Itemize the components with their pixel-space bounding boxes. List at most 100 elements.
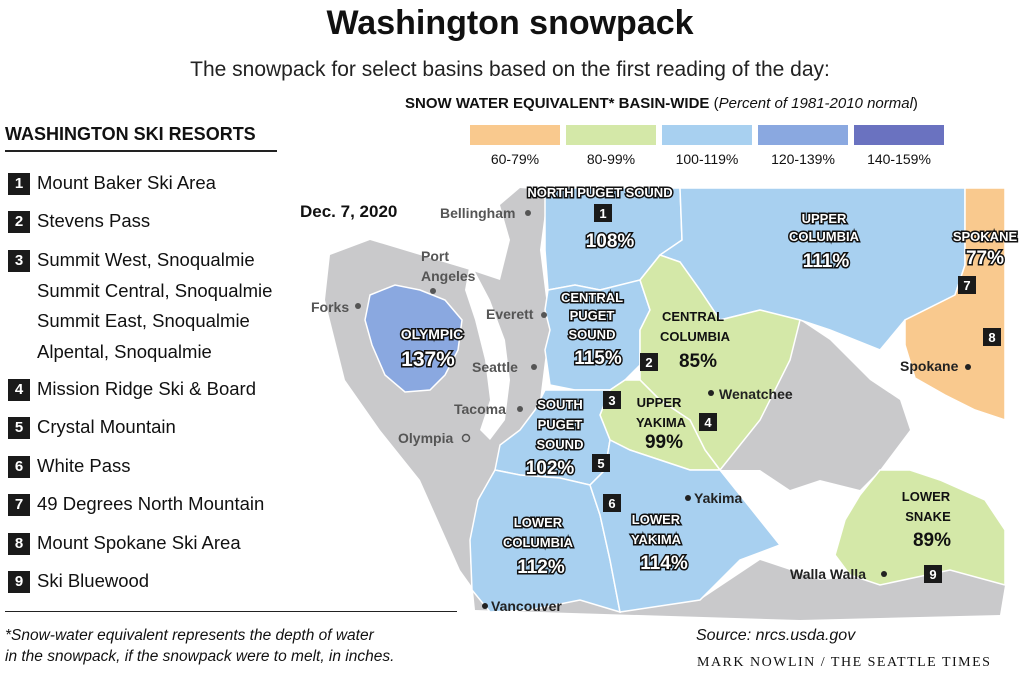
basin-name: LOWER xyxy=(514,515,563,530)
basin-percent: 137% xyxy=(401,348,455,371)
resort-number-badge: 9 xyxy=(8,571,30,593)
city-olympia: Olympia xyxy=(398,430,471,446)
resort-item-3: 3 Summit West, Snoqualmie Summit Central,… xyxy=(8,245,272,367)
basin-percent: 111% xyxy=(803,251,850,272)
city-yakima: Yakima xyxy=(685,490,742,506)
city-marker xyxy=(482,603,488,609)
basin-lower-yakima xyxy=(589,438,782,613)
city-marker xyxy=(531,364,537,370)
resort-marker-6: 6 xyxy=(603,494,621,512)
legend-title-open: ( xyxy=(709,95,719,112)
city-marker xyxy=(965,364,971,370)
legend-label-120-139: 120-139% xyxy=(771,151,835,167)
basin-name: SOUND xyxy=(537,437,584,452)
resorts-divider xyxy=(5,150,277,152)
resort-number-badge: 2 xyxy=(8,211,30,233)
basin-olympic xyxy=(364,284,463,393)
basin-name: COLUMBIA xyxy=(789,229,860,244)
basin-lower-snake xyxy=(834,469,1006,586)
credit-line: MARK NOWLIN / THE SEATTLE TIMES xyxy=(697,655,992,670)
resort-marker-3: 3 xyxy=(603,391,621,409)
basin-percent: 77% xyxy=(966,248,1004,269)
city-marker xyxy=(708,390,714,396)
city-label: Wenatchee xyxy=(719,386,793,402)
resort-item-5: 5 Crystal Mountain xyxy=(8,412,176,443)
basin-percent: 115% xyxy=(574,348,622,369)
city-label: Forks xyxy=(311,299,349,315)
resort-item-4: 4 Mission Ridge Ski & Board xyxy=(8,374,256,405)
svg-text:4: 4 xyxy=(704,415,712,430)
resorts-heading: WASHINGTON SKI RESORTS xyxy=(5,124,256,144)
resort-name: Summit East, Snoqualmie xyxy=(37,310,250,331)
resort-item-9: 9 Ski Bluewood xyxy=(8,566,149,597)
basin-percent: 89% xyxy=(913,530,951,551)
legend-title-note: Percent of 1981-2010 normal xyxy=(718,95,913,112)
label-olympic: OLYMPIC 137% xyxy=(399,325,465,373)
resort-item-7: 7 49 Degrees North Mountain xyxy=(8,489,264,520)
city-port-angeles: Port Angeles xyxy=(421,248,476,294)
footnote: *Snow-water equivalent represents the de… xyxy=(5,625,475,667)
city-label: Seattle xyxy=(472,359,518,375)
city-label: Angeles xyxy=(421,268,476,284)
basin-name: SOUTH xyxy=(537,397,583,412)
basin-name: YAKIMA xyxy=(631,532,682,547)
resort-name: White Pass xyxy=(37,455,131,476)
basin-percent: 108% xyxy=(586,231,635,252)
legend-title-main: SNOW WATER EQUIVALENT* BASIN-WIDE xyxy=(405,95,710,112)
basin-name: CENTRAL xyxy=(662,309,724,324)
basin-name: COLUMBIA xyxy=(660,329,731,344)
resort-number-badge: 6 xyxy=(8,456,30,478)
city-seattle: Seattle xyxy=(472,359,537,375)
label-lower-yakima: LOWER YAKIMA 114% xyxy=(629,511,689,576)
basin-name: SPOKANE xyxy=(953,229,1018,244)
svg-text:6: 6 xyxy=(608,496,615,511)
label-north-puget-sound: NORTH PUGET SOUND 108% xyxy=(526,184,674,254)
resort-marker-5: 5 xyxy=(592,454,610,472)
page-title: Washington snowpack xyxy=(326,4,694,42)
puget-sound-water xyxy=(465,262,510,440)
svg-text:9: 9 xyxy=(929,567,936,582)
basin-name: COLUMBIA xyxy=(503,535,574,550)
svg-text:3: 3 xyxy=(608,393,615,408)
city-marker xyxy=(517,406,523,412)
resort-marker-9: 9 xyxy=(924,565,942,583)
legend-label-80-99: 80-99% xyxy=(586,151,636,167)
city-marker xyxy=(355,303,361,309)
state-land-mass xyxy=(325,188,1005,620)
city-marker xyxy=(525,210,531,216)
basin-name: OLYMPIC xyxy=(401,326,464,342)
basin-percent: 114% xyxy=(640,553,688,574)
resort-item-6: 6 White Pass xyxy=(8,451,131,482)
basin-percent: 102% xyxy=(526,458,575,479)
city-forks: Forks xyxy=(311,299,361,315)
basin-name: CENTRAL xyxy=(561,290,623,305)
legend-swatch-80-99 xyxy=(566,125,656,145)
svg-text:2: 2 xyxy=(645,355,652,370)
page-subtitle: The snowpack for select basins based on … xyxy=(190,58,830,81)
city-label: Tacoma xyxy=(454,401,506,417)
central-columbia-grey xyxy=(720,320,910,490)
label-upper-columbia: UPPER COLUMBIA 111% xyxy=(787,210,861,274)
reading-date: Dec. 7, 2020 xyxy=(300,202,397,221)
basin-name: UPPER xyxy=(637,395,682,410)
city-tacoma: Tacoma xyxy=(454,401,523,417)
basin-percent: 99% xyxy=(645,432,683,453)
city-label: Yakima xyxy=(694,490,742,506)
legend-swatch-60-79 xyxy=(470,125,560,145)
resort-marker-2: 2 xyxy=(640,353,658,371)
label-central-puget-sound: CENTRAL PUGET SOUND 115% xyxy=(559,289,624,371)
basin-name: LOWER xyxy=(632,512,681,527)
city-walla-walla: Walla Walla xyxy=(790,566,887,582)
resort-name: Mission Ridge Ski & Board xyxy=(37,378,257,399)
resort-number-badge: 5 xyxy=(8,417,30,439)
resort-item-8: 8 Mount Spokane Ski Area xyxy=(8,528,241,559)
city-marker xyxy=(541,312,547,318)
resort-name: Mount Spokane Ski Area xyxy=(37,532,241,553)
svg-text:7: 7 xyxy=(963,278,970,293)
city-everett: Everett xyxy=(486,306,547,322)
city-spokane: Spokane xyxy=(900,358,971,374)
source-note: Source: nrcs.usda.gov xyxy=(696,627,856,644)
label-south-puget-sound: SOUTH PUGET SOUND 102% xyxy=(524,396,585,481)
city-label: Port xyxy=(421,248,449,264)
city-label: Everett xyxy=(486,306,534,322)
